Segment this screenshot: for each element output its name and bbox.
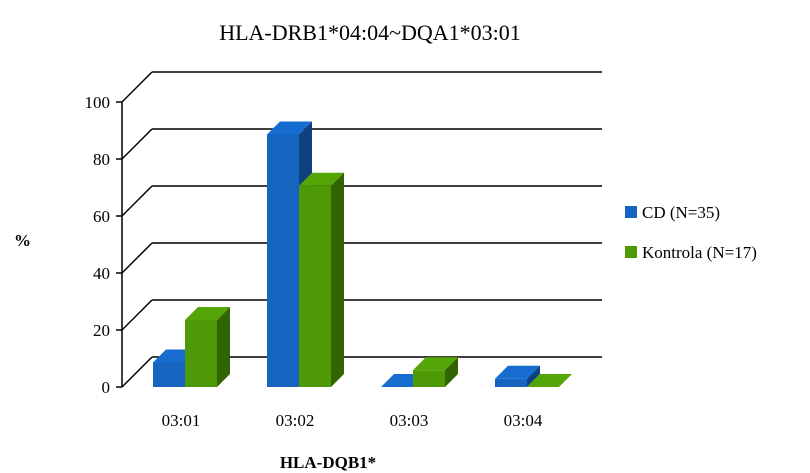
gridline-depth	[121, 299, 153, 331]
legend-label: Kontrola (N=17)	[642, 243, 757, 262]
bar-front	[299, 185, 331, 387]
bar-top	[185, 307, 230, 321]
bar-top	[527, 374, 572, 387]
x-tick-label: 03:04	[504, 411, 543, 430]
bar-side	[217, 307, 230, 387]
x-tick-label: 03:01	[162, 411, 201, 430]
legend: CD (N=35) Kontrola (N=17)	[625, 203, 757, 262]
bar-side	[527, 365, 540, 387]
bar-front	[185, 320, 217, 387]
bar	[185, 307, 230, 387]
gridline-depth	[121, 356, 153, 388]
bar	[527, 374, 572, 387]
bar-side	[331, 172, 344, 387]
y-tick-label: 40	[93, 264, 110, 283]
bar-front	[267, 134, 299, 387]
x-axis-title: HLA-DQB1*	[280, 453, 376, 472]
bar-front	[413, 370, 445, 387]
gridline-depth	[121, 128, 153, 160]
bar-top	[267, 121, 312, 135]
gridline-depth	[121, 242, 153, 274]
y-tick-label: 20	[93, 321, 110, 340]
bar-top	[495, 365, 540, 379]
x-tick-label: 03:03	[390, 411, 429, 430]
bars	[153, 121, 572, 388]
chart-title: HLA-DRB1*04:04~DQA1*03:01	[219, 20, 521, 45]
bar	[299, 172, 344, 387]
bar	[495, 365, 540, 387]
bar-side	[445, 357, 458, 387]
y-tick-label: 60	[93, 207, 110, 226]
y-axis-title: %	[14, 231, 31, 250]
y-axis-ticks: 0 20 40 60 80 100	[85, 93, 122, 397]
legend-swatch	[625, 246, 637, 258]
bar	[413, 357, 458, 387]
bar-top	[299, 172, 344, 186]
legend-swatch	[625, 206, 637, 218]
bar-top	[413, 357, 458, 371]
gridline-depth	[121, 185, 153, 217]
bar-front	[153, 362, 185, 387]
gridline-depth	[121, 71, 153, 103]
x-tick-label: 03:02	[276, 411, 315, 430]
bar-front	[495, 378, 527, 387]
y-tick-label: 0	[102, 378, 111, 397]
y-tick-label: 100	[85, 93, 111, 112]
x-axis-ticks: 03:01 03:02 03:03 03:04	[162, 411, 543, 430]
y-tick-label: 80	[93, 150, 110, 169]
legend-label: CD (N=35)	[642, 203, 720, 222]
